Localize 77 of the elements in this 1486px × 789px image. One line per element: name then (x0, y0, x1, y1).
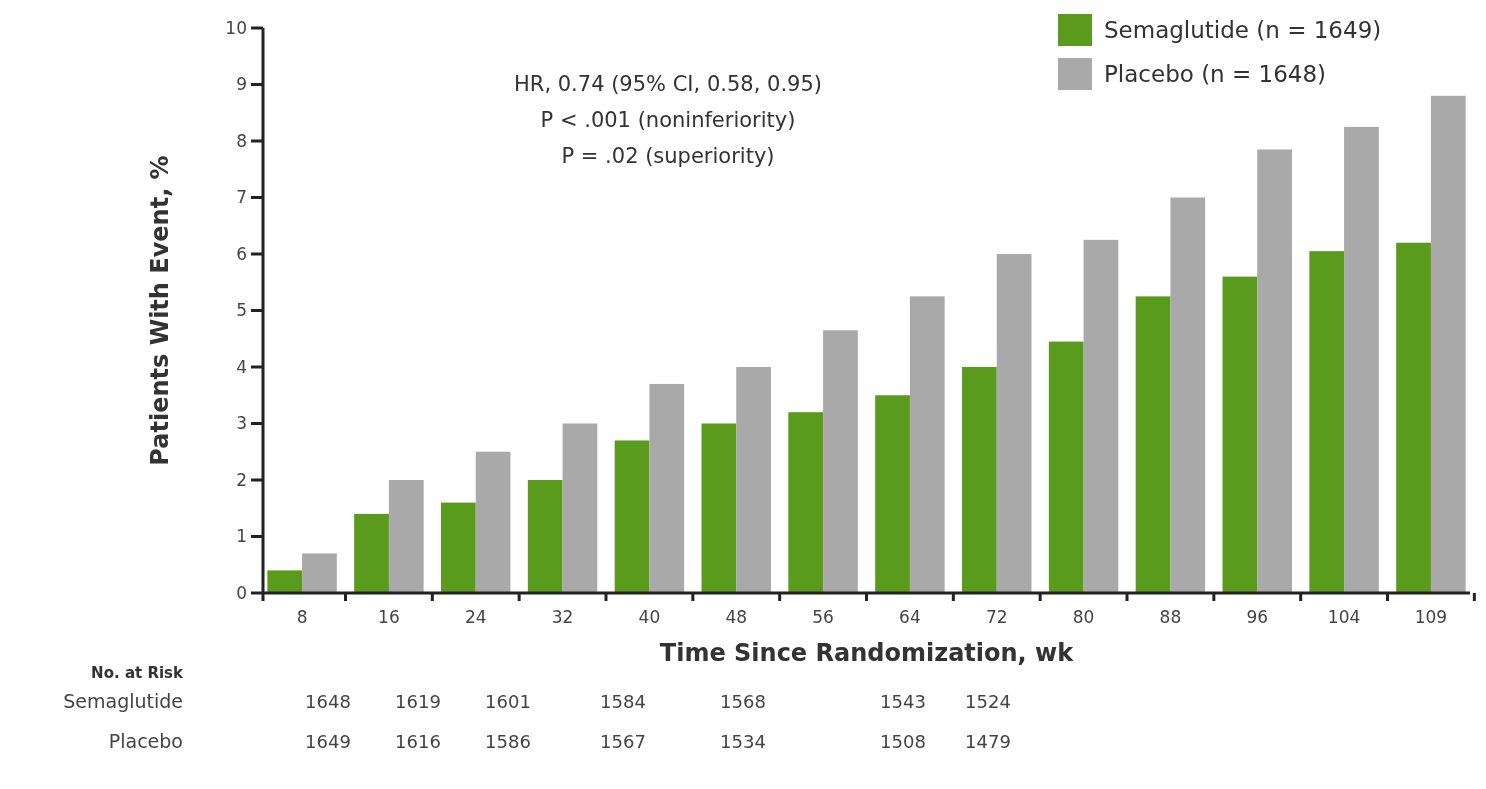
x-tick-label: 80 (1072, 607, 1095, 627)
annotation: P = .02 (superiority) (561, 144, 775, 168)
bar (996, 254, 1032, 593)
x-tick-label: 16 (378, 607, 400, 627)
bar (875, 395, 910, 593)
text: No. at Risk (91, 664, 185, 682)
y-tick-label: 10 (225, 17, 247, 38)
x-tick-label: 96 (1246, 607, 1269, 627)
bar (302, 553, 337, 593)
x-tick-label: 32 (551, 607, 574, 627)
bar (267, 570, 303, 593)
y-tick-label: 1 (236, 526, 247, 547)
text: 1567 (600, 731, 646, 752)
bar (388, 480, 424, 593)
text: 1479 (965, 731, 1011, 752)
text: 1508 (880, 731, 926, 752)
text: 1586 (485, 731, 531, 752)
bar (1222, 276, 1258, 593)
legend-label: Placebo (n = 1648) (1104, 61, 1327, 88)
x-tick-label: 104 (1327, 607, 1361, 627)
text: 1616 (395, 731, 441, 752)
bar (562, 423, 598, 593)
x-tick-label: 64 (899, 607, 921, 627)
text: Placebo (108, 730, 183, 752)
bar (1083, 239, 1119, 593)
bar (1257, 149, 1292, 593)
y-tick-label: 0 (236, 582, 247, 603)
bar (1430, 95, 1466, 593)
bar (1170, 197, 1206, 593)
bar (909, 296, 945, 593)
bar (1309, 251, 1345, 593)
bar (1396, 242, 1431, 593)
bar (527, 480, 563, 593)
x-tick-label: 88 (1159, 607, 1182, 627)
text: 1584 (600, 691, 646, 712)
bar (788, 412, 824, 593)
x-tick-label: 40 (638, 607, 661, 627)
y-axis-title: Patients With Event, % (146, 155, 174, 466)
text: 1568 (720, 691, 766, 712)
bar (441, 502, 476, 593)
y-tick-label: 5 (236, 300, 247, 321)
text: 1601 (485, 691, 531, 712)
y-tick-label: 9 (236, 74, 247, 95)
x-tick-label: 48 (725, 607, 748, 627)
text: 1543 (880, 691, 926, 712)
bar (649, 383, 685, 593)
text: 1649 (305, 731, 351, 752)
x-tick-label: 24 (464, 607, 487, 627)
bar (701, 423, 737, 593)
text: 1619 (395, 691, 441, 712)
bar (1135, 296, 1171, 593)
text: 1648 (305, 691, 351, 712)
bar (962, 367, 997, 593)
bar (1344, 126, 1379, 593)
y-tick-label: 7 (236, 187, 247, 208)
bar (823, 330, 858, 593)
y-tick-label: 6 (236, 243, 247, 264)
x-tick-label: 109 (1414, 607, 1448, 627)
annotation: HR, 0.74 (95% CI, 0.58, 0.95) (514, 72, 822, 96)
bar (475, 451, 511, 593)
legend-label: Semaglutide (n = 1649) (1104, 17, 1382, 44)
bar (1048, 341, 1084, 593)
x-tick-label: 72 (985, 607, 1008, 627)
text: 1534 (720, 731, 766, 752)
bar (614, 440, 650, 593)
text: 1524 (965, 691, 1011, 712)
x-tick-label: 8 (296, 607, 308, 627)
x-tick-label: 56 (812, 607, 834, 627)
y-tick-label: 2 (236, 469, 247, 490)
bar (736, 367, 771, 593)
text: Semaglutide (63, 690, 183, 712)
y-tick-label: 8 (236, 130, 247, 151)
x-axis-title: Time Since Randomization, wk (659, 639, 1075, 667)
y-tick-label: 4 (236, 356, 247, 377)
y-tick-label: 3 (236, 413, 247, 434)
bar (354, 513, 389, 593)
annotation: P < .001 (noninferiority) (540, 108, 796, 132)
